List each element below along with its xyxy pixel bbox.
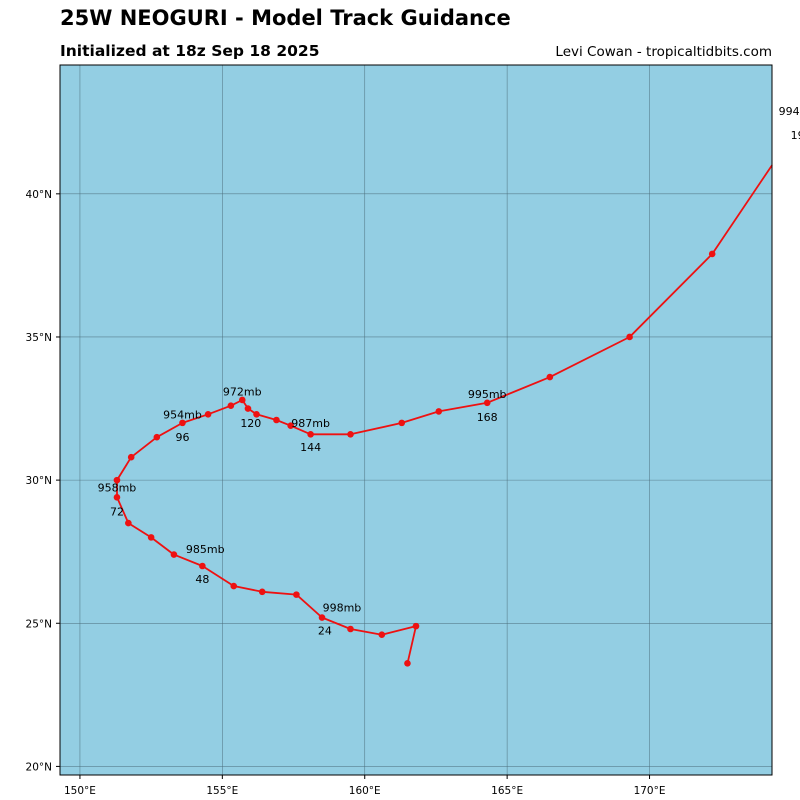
track-annotation: 72 — [110, 506, 124, 519]
track-point — [546, 373, 554, 381]
track-annotation: 120 — [240, 417, 261, 430]
track-point — [230, 582, 238, 590]
lon-tick-label: 155°E — [206, 785, 238, 797]
track-point — [258, 588, 266, 596]
track-point — [626, 333, 633, 341]
model-track — [113, 164, 773, 667]
lon-tick-label: 170°E — [634, 785, 666, 797]
axis-ticks: 150°E 155°E 160°E 165°E 170°E 20°N 25°N 30°N 35°… — [26, 189, 666, 797]
track-annotation: 998mb — [323, 602, 362, 615]
track-annotation: 985mb — [186, 543, 225, 556]
track-point — [238, 396, 246, 404]
track-annotation: 168 — [477, 411, 498, 424]
track-point — [204, 410, 212, 418]
track-point — [273, 416, 280, 424]
track-point — [125, 519, 132, 527]
init-time-subtitle: Initialized at 18z Sep 18 2025 — [60, 42, 320, 60]
track-annotation: 987mb — [291, 417, 330, 430]
track-point — [398, 419, 406, 427]
track-point — [113, 476, 121, 484]
lat-tick-label: 20°N — [26, 761, 52, 773]
track-annotation: 995mb — [468, 388, 507, 401]
map-frame — [59, 64, 773, 776]
track-annotation: 994 — [779, 105, 800, 118]
track-point — [170, 551, 178, 558]
track-annotation: 972mb — [223, 385, 262, 398]
credit-text: Levi Cowan - tropicaltidbits.com — [555, 44, 772, 60]
track-point — [293, 591, 300, 598]
track-annotation: 144 — [300, 441, 321, 454]
page-title: 25W NEOGURI - Model Track Guidance — [60, 6, 511, 30]
track-point — [147, 534, 155, 541]
track-point — [244, 405, 252, 412]
track-point — [483, 399, 491, 407]
track-annotation: 954mb — [163, 408, 202, 421]
track-point — [435, 408, 443, 415]
track-annotation: 958mb — [98, 481, 137, 494]
track-point — [378, 631, 386, 639]
graticule — [60, 65, 772, 775]
track-point — [708, 250, 716, 258]
track-annotations: 998mb 24 985mb 48 958mb 72 954mb 96 972mb 120 987m… — [98, 105, 800, 638]
track-point — [127, 453, 135, 461]
track-annotation: 24 — [318, 624, 332, 637]
track-point — [347, 431, 354, 438]
track-point — [412, 622, 420, 630]
track-point — [307, 431, 314, 438]
track-point — [318, 614, 326, 621]
track-annotation: 48 — [195, 573, 209, 586]
track-point — [179, 419, 186, 427]
map-ocean — [60, 65, 772, 775]
lat-tick-label: 25°N — [26, 618, 52, 630]
lat-tick-label: 35°N — [26, 332, 52, 344]
track-point — [287, 422, 294, 430]
track-point — [199, 562, 206, 570]
lon-tick-label: 150°E — [64, 785, 96, 797]
track-point — [253, 410, 260, 418]
lon-tick-label: 160°E — [349, 785, 381, 797]
track-point — [404, 660, 411, 667]
lat-tick-label: 30°N — [26, 475, 52, 487]
track-point — [227, 402, 235, 409]
track-annotation: 96 — [175, 431, 189, 444]
lon-tick-label: 165°E — [491, 785, 523, 797]
track-point — [347, 625, 354, 633]
track-point — [113, 493, 121, 501]
lat-tick-label: 40°N — [26, 189, 52, 201]
track-point — [153, 433, 161, 441]
track-annotation: 19 — [791, 129, 800, 142]
